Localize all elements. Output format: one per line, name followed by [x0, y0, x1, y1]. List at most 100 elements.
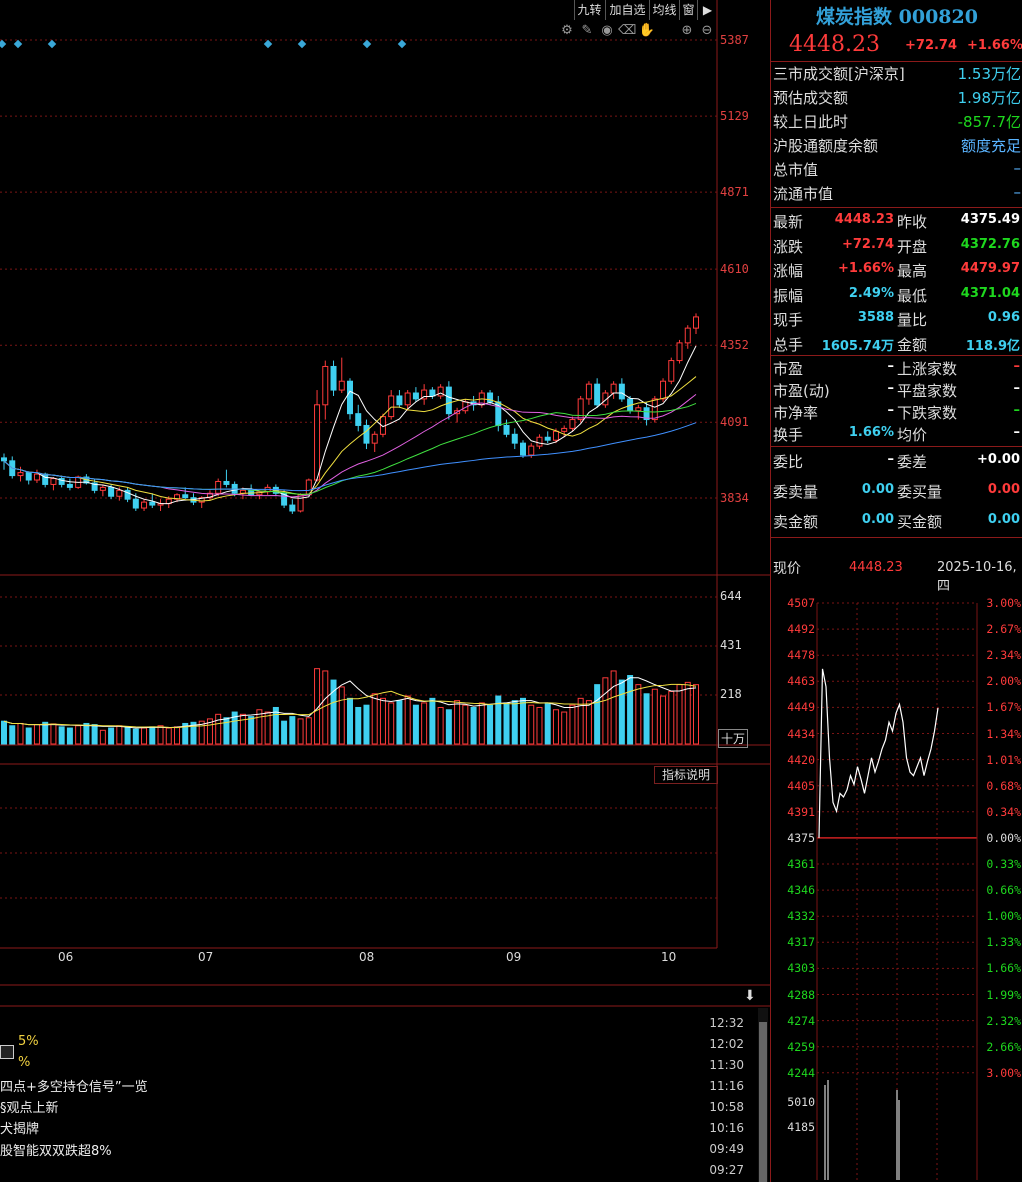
volume-bar	[693, 684, 699, 745]
volume-ma-line	[3, 683, 697, 729]
trash-icon[interactable]: ⌫	[618, 23, 637, 38]
quote-value: 4371.04	[960, 285, 1020, 301]
volume-bar	[281, 720, 288, 745]
volume-bar	[190, 721, 197, 745]
window-button[interactable]: 窗	[679, 0, 697, 20]
news-item-time: 11:16	[709, 1079, 744, 1093]
volume-bar	[231, 711, 238, 745]
quote-label: 委卖量	[773, 483, 819, 501]
volume-bar	[363, 704, 370, 745]
jiuzhuan-button[interactable]: 九转	[574, 0, 604, 20]
intraday-pct-tick: 1.00%	[986, 909, 1021, 924]
eye-icon[interactable]: ◉	[601, 23, 613, 38]
signal-marker	[47, 39, 57, 49]
turnover-label: 流通市值	[773, 185, 834, 203]
intraday-price-tick: 4332	[787, 909, 815, 924]
candle-body	[174, 494, 180, 500]
quote-value: –	[1013, 381, 1021, 396]
candle-body	[17, 472, 24, 477]
candle-body	[355, 413, 362, 426]
turnover-value: 1.98万亿	[957, 89, 1021, 107]
price-tick: 4871	[720, 185, 749, 199]
pen-icon[interactable]: ✎	[581, 23, 593, 38]
news-scrollbar[interactable]	[758, 1008, 768, 1182]
intraday-pct-tick: 2.00%	[986, 674, 1021, 689]
news-item-title[interactable]: %	[18, 1055, 31, 1070]
candle-body	[149, 501, 156, 506]
month-label: 06	[58, 950, 74, 964]
quote-value: 1605.74万	[821, 338, 894, 354]
volume-bar	[256, 709, 263, 745]
candle-body	[25, 472, 32, 481]
quote-value: 3588	[857, 310, 894, 325]
candle-body	[58, 478, 65, 485]
volume-bar	[660, 695, 667, 745]
quote-value: +72.74	[841, 236, 894, 252]
volume-bar	[157, 725, 164, 745]
intraday-price-tick: 4317	[787, 935, 815, 950]
intraday-pct-tick: 1.33%	[986, 935, 1021, 950]
price-tick: 4610	[720, 262, 749, 276]
news-item-title[interactable]: 犬揭牌	[0, 1122, 40, 1137]
zoom-in-icon[interactable]: ⊕	[681, 23, 693, 38]
ma-line	[3, 376, 697, 502]
intraday-price-tick: 4259	[787, 1039, 815, 1054]
news-item-title[interactable]: §观点上新	[0, 1101, 59, 1116]
intraday-pct-tick: 1.34%	[986, 726, 1021, 741]
quote-value: 118.9亿	[965, 338, 1020, 354]
signal-marker	[0, 39, 7, 49]
intraday-pct-tick: 0.68%	[986, 778, 1021, 793]
volume-bar	[66, 727, 73, 745]
download-icon[interactable]: ⬇	[744, 988, 756, 1004]
zoom-out-icon[interactable]: ⊖	[701, 23, 713, 38]
candle-body	[314, 404, 321, 481]
candle-body	[297, 494, 304, 512]
indicator-help-button[interactable]: 指标说明	[654, 766, 718, 784]
turnover-value: 1.53万亿	[957, 65, 1021, 83]
quote-label: 涨跌	[773, 237, 804, 256]
turnover-label: 三市成交额[沪深京]	[773, 65, 905, 83]
intraday-pct-tick: 1.99%	[986, 987, 1021, 1002]
hand-icon[interactable]: ✋	[638, 23, 656, 38]
intraday-price-tick: 4492	[787, 622, 815, 637]
intraday-volume-tick: 4185	[787, 1120, 815, 1134]
quote-label: 上涨家数	[897, 360, 958, 378]
restore-window-icon[interactable]	[0, 1045, 14, 1059]
intraday-price-tick: 4434	[787, 726, 815, 741]
volume-bar	[338, 686, 345, 745]
intraday-chart[interactable]	[771, 590, 1022, 1182]
candle-body	[594, 383, 601, 406]
kline-chart[interactable]	[0, 0, 770, 1182]
news-item-title[interactable]: 5%	[18, 1034, 39, 1049]
candle-body	[50, 478, 57, 485]
add-favorite-button[interactable]: 加自选	[605, 0, 649, 20]
quote-value: –	[887, 359, 895, 374]
candle-body	[1, 457, 7, 462]
volume-bar	[487, 704, 494, 745]
volume-bar	[635, 684, 642, 745]
news-item-title[interactable]: 四点+多空持仓信号”一览	[0, 1080, 148, 1095]
volume-bar	[182, 722, 189, 745]
quote-label: 下跌家数	[897, 404, 958, 422]
news-item-title[interactable]: 股智能双双跌超8%	[0, 1144, 112, 1159]
intraday-pct-tick: 1.01%	[986, 752, 1021, 767]
moving-average-button[interactable]: 均线	[649, 0, 679, 20]
turnover-row: 沪股通额度余额 额度充足	[773, 135, 1021, 159]
volume-ma-line	[3, 677, 697, 729]
quote-value: 0.00	[987, 482, 1020, 497]
quote-value: 0.96	[987, 310, 1020, 325]
volume-bar	[379, 697, 386, 745]
volume-unit: 十万	[718, 729, 749, 748]
quote-value: 0.00	[861, 512, 894, 527]
volume-bar	[676, 684, 683, 745]
volume-bar	[239, 713, 246, 745]
exit-arrow-icon[interactable]: ▶	[697, 0, 717, 20]
volume-bar	[561, 711, 568, 745]
candle-body	[528, 445, 535, 456]
candle-body	[503, 424, 510, 435]
volume-bar	[462, 704, 469, 745]
news-item-time: 12:32	[709, 1016, 744, 1030]
candle-body	[198, 497, 205, 503]
month-label: 07	[198, 950, 214, 964]
gear-icon[interactable]: ⚙	[561, 23, 573, 38]
